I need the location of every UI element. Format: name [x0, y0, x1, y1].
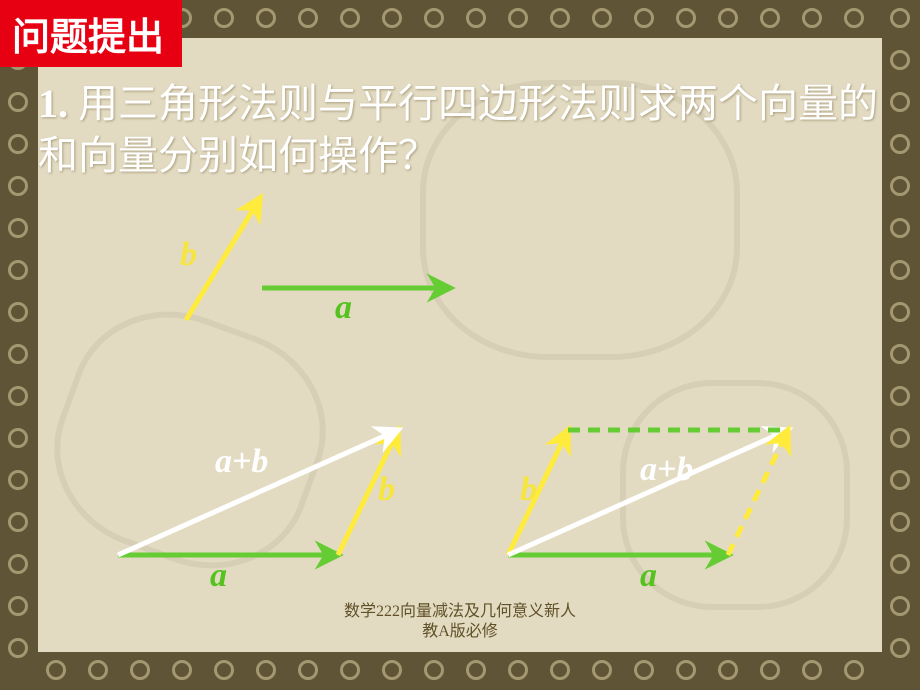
footer: 数学222向量减法及几何意义新人 教A版必修 — [0, 602, 920, 642]
vector-label: b — [180, 236, 197, 273]
vector-label: a — [210, 557, 227, 594]
question-number: 1. — [38, 81, 68, 126]
question-text: 用三角形法则与平行四边形法则求两个向量的和向量分别如何操作？ — [38, 81, 878, 178]
vector-line — [728, 430, 788, 555]
question-block: 1. 用三角形法则与平行四边形法则求两个向量的和向量分别如何操作？ — [38, 78, 882, 182]
vector-label: a — [335, 289, 352, 326]
vector-line — [508, 430, 788, 555]
header-title-box: 问题提出 — [0, 0, 182, 67]
vector-label: a+b — [640, 451, 693, 488]
header-title: 问题提出 — [12, 17, 164, 59]
vector-label: a — [640, 557, 657, 594]
vector-line — [508, 430, 568, 555]
footer-line1: 数学222向量减法及几何意义新人 — [0, 602, 920, 622]
vector-label: b — [378, 471, 395, 508]
vector-label: a+b — [215, 443, 268, 480]
footer-line2: 教A版必修 — [0, 622, 920, 642]
vector-line — [186, 198, 260, 320]
vector-label: b — [520, 471, 537, 508]
